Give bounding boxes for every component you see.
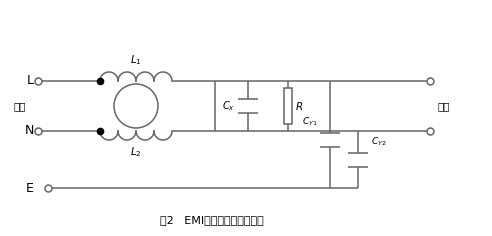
Text: E: E [26,181,34,194]
Text: N: N [25,125,34,138]
Text: $C_x$: $C_x$ [222,99,235,113]
Text: $L_2$: $L_2$ [130,145,142,159]
Text: $L_1$: $L_1$ [130,53,142,67]
Text: $C_{Y2}$: $C_{Y2}$ [371,135,387,148]
Text: 电源: 电源 [14,101,26,111]
Text: $R$: $R$ [295,100,303,112]
Bar [284,88,292,124]
Text: L: L [27,75,34,88]
Text: 图2   EMI电源滤波器电路结构: 图2 EMI电源滤波器电路结构 [160,215,264,225]
Text: $C_{Y1}$: $C_{Y1}$ [303,115,318,127]
Text: 负载: 负载 [438,101,451,111]
